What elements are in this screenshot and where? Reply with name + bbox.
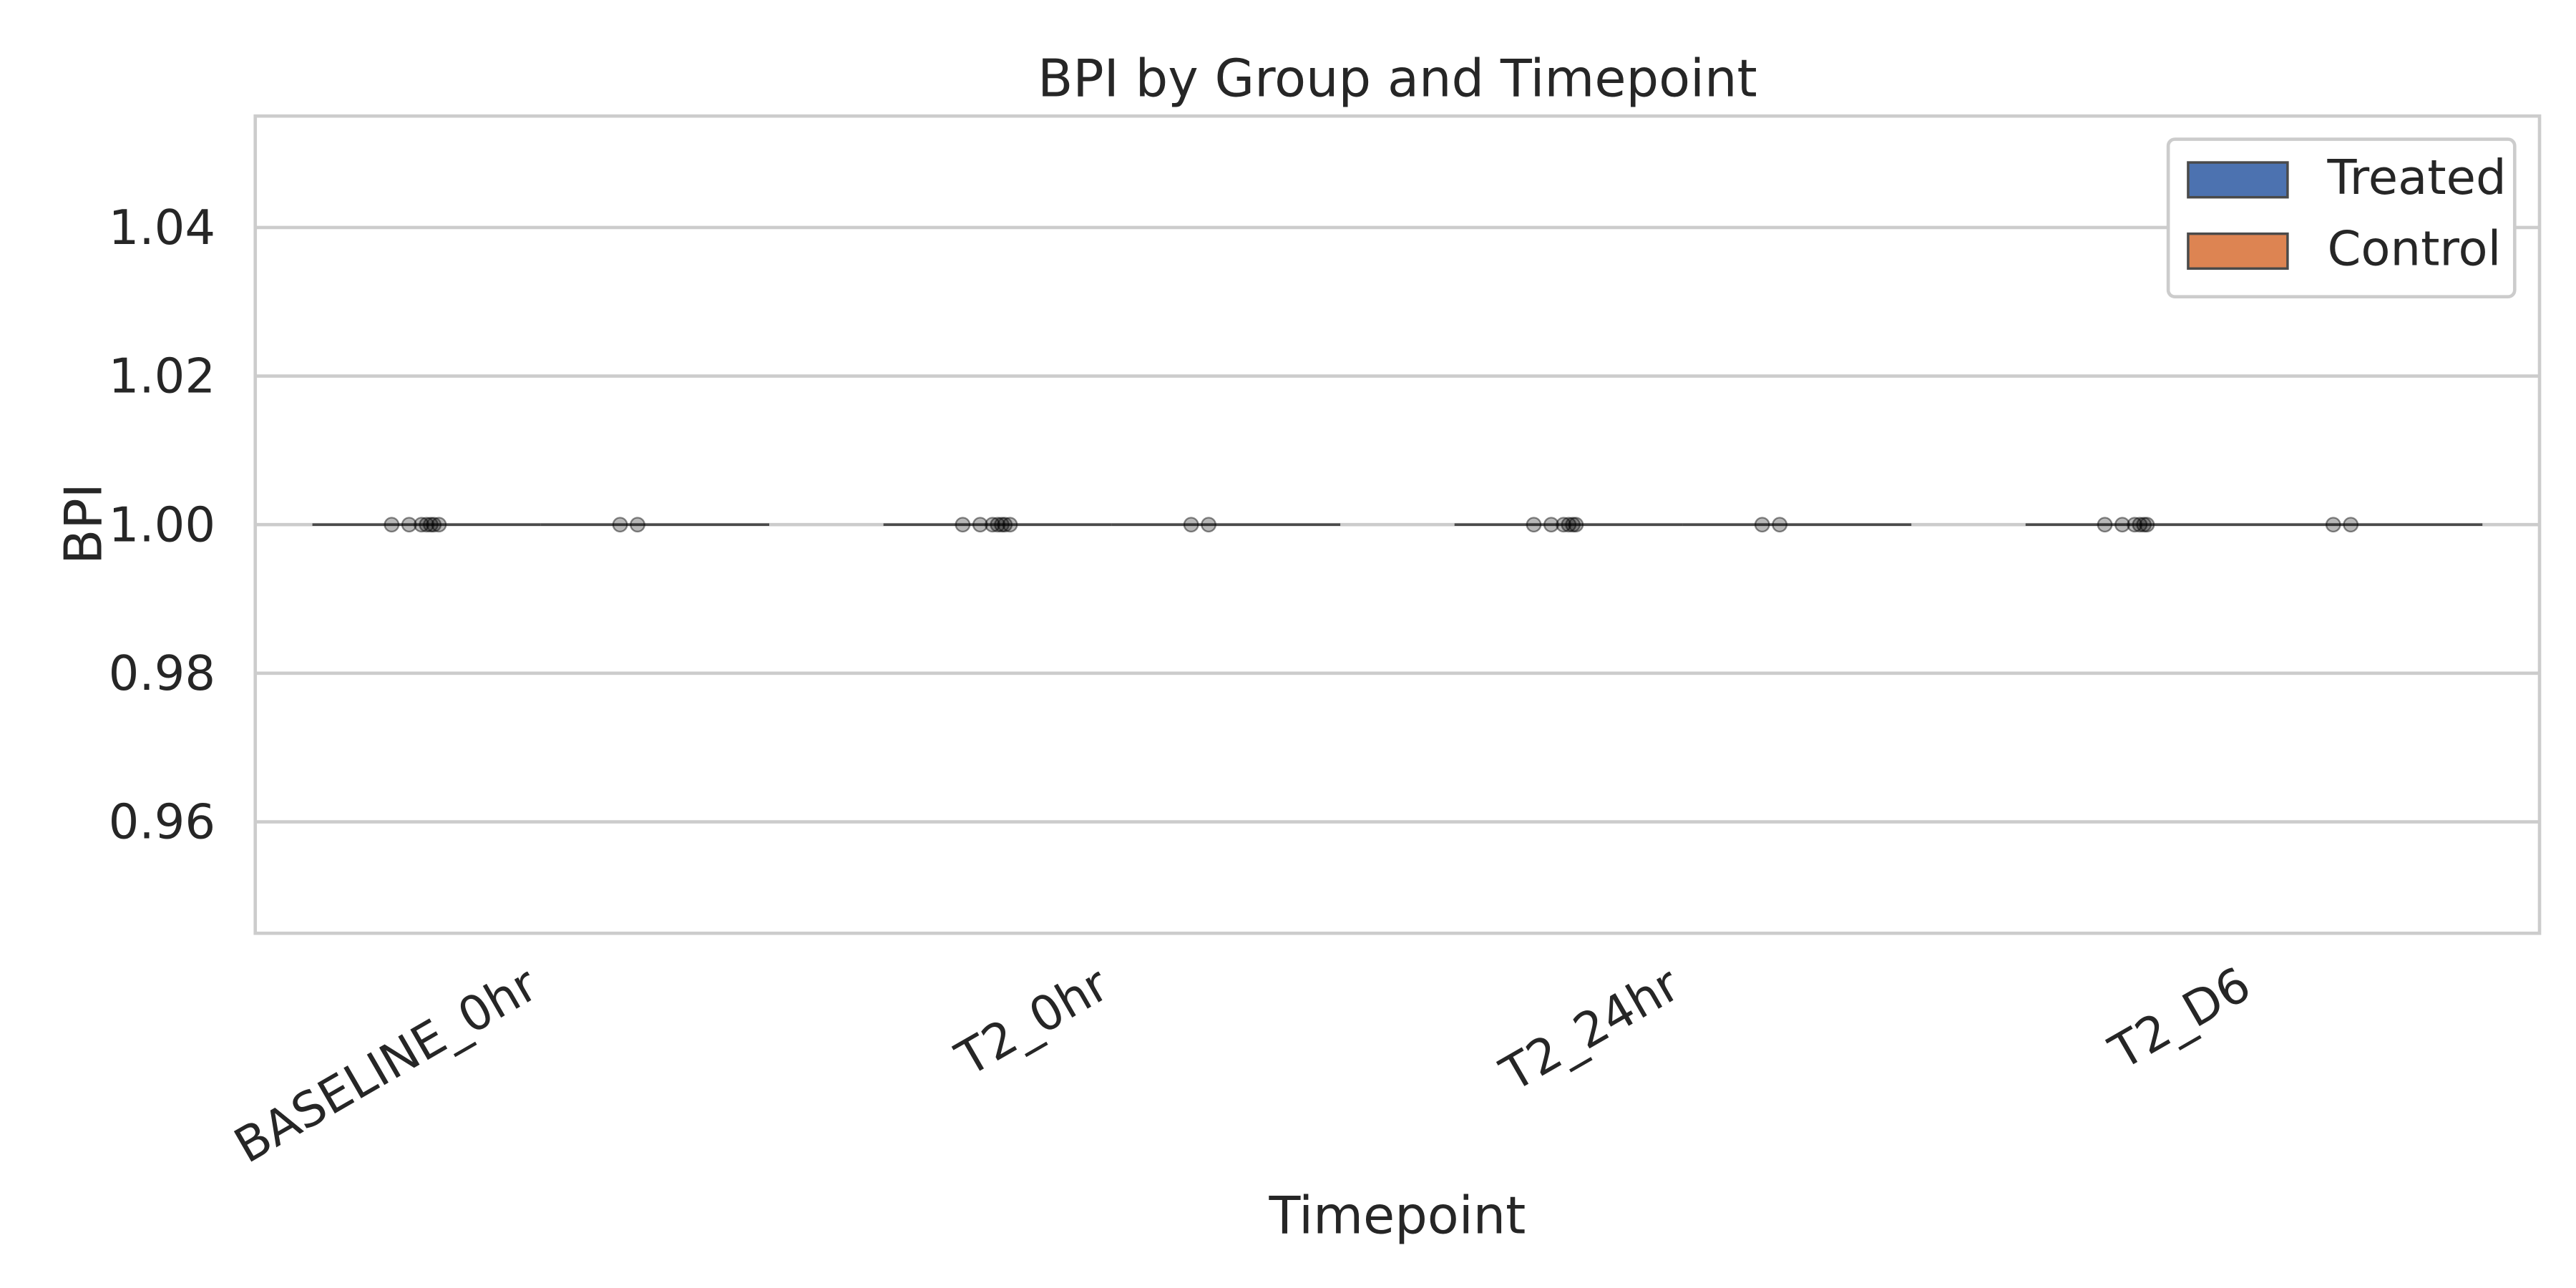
x-tick-label: BASELINE_0hr xyxy=(225,956,547,1174)
x-tick-label: T2_24hr xyxy=(1491,956,1689,1103)
point-treated xyxy=(2136,517,2152,533)
point-treated xyxy=(1556,517,1572,533)
point-treated xyxy=(1526,517,1542,533)
point-control xyxy=(612,517,628,533)
point-treated xyxy=(997,517,1013,533)
point-treated xyxy=(985,517,1000,533)
point-treated xyxy=(2139,517,2155,533)
point-treated xyxy=(423,517,439,533)
plot-frame xyxy=(253,114,2542,935)
point-treated xyxy=(2114,517,2130,533)
y-axis-label: BPI xyxy=(53,483,113,565)
chart-title: BPI by Group and Timepoint xyxy=(1038,48,1757,108)
point-treated xyxy=(990,517,1006,533)
x-tick-label: T2_D6 xyxy=(2100,956,2260,1080)
x-axis-ticks: BASELINE_0hr T2_0hr T2_24hr T2_D6 xyxy=(225,956,2260,1174)
point-control xyxy=(1183,517,1199,533)
x-tick-label: T2_0hr xyxy=(947,956,1118,1087)
point-treated xyxy=(955,517,971,533)
point-treated xyxy=(401,517,417,533)
y-tick-label: 1.02 xyxy=(109,348,216,404)
point-treated xyxy=(431,517,447,533)
y-tick-label: 0.96 xyxy=(109,794,216,850)
x-axis-label: Timepoint xyxy=(1268,1186,1526,1246)
point-treated xyxy=(419,517,435,533)
point-treated xyxy=(2097,517,2113,533)
point-treated xyxy=(2132,517,2148,533)
point-treated xyxy=(414,517,429,533)
point-treated xyxy=(1565,517,1581,533)
point-treated xyxy=(426,517,442,533)
point-treated xyxy=(994,517,1010,533)
legend-swatch-treated xyxy=(2187,161,2289,199)
legend-swatch-control xyxy=(2187,232,2289,270)
point-treated xyxy=(1568,517,1584,533)
point-control xyxy=(1754,517,1770,533)
legend-label-control: Control xyxy=(2328,221,2502,277)
point-treated xyxy=(2127,517,2143,533)
y-tick-label: 1.04 xyxy=(109,200,216,255)
point-treated xyxy=(1002,517,1018,533)
legend-label-treated: Treated xyxy=(2327,150,2507,205)
point-control xyxy=(2343,517,2359,533)
point-control xyxy=(2325,517,2341,533)
y-axis-ticks: 0.96 0.98 1.00 1.02 1.04 xyxy=(109,200,216,850)
y-tick-label: 0.98 xyxy=(109,645,216,701)
y-tick-label: 1.00 xyxy=(109,497,216,552)
point-control xyxy=(1201,517,1216,533)
point-control xyxy=(630,517,645,533)
point-control xyxy=(1772,517,1788,533)
point-treated xyxy=(1543,517,1559,533)
point-treated xyxy=(1561,517,1577,533)
data-marks xyxy=(312,517,2483,533)
point-treated xyxy=(384,517,400,533)
legend: Treated Control xyxy=(2166,137,2517,298)
point-treated xyxy=(972,517,988,533)
